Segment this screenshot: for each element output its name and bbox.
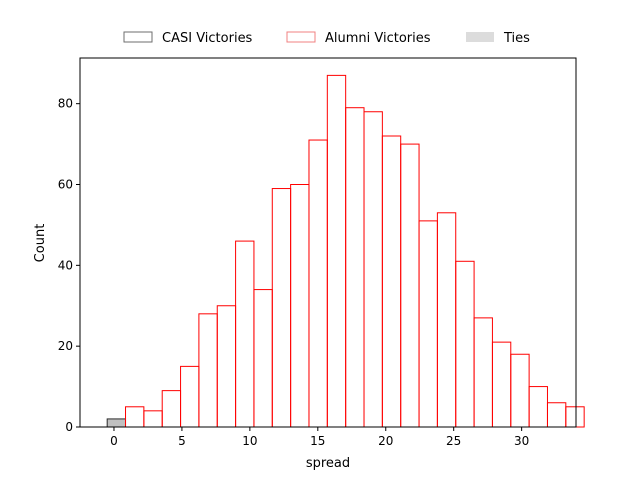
bar-alumni-victories-11 — [290, 184, 310, 428]
x-tick-label: 20 — [378, 434, 393, 448]
bar-alumni-victories-6 — [198, 313, 218, 428]
bar-alumni-victories-21 — [473, 317, 493, 428]
x-axis-label: spread — [306, 456, 350, 471]
bar-alumni-victories-9 — [253, 289, 273, 428]
x-tick-label: 0 — [110, 434, 118, 448]
legend-swatch — [123, 31, 153, 43]
x-tick-label: 15 — [310, 434, 325, 448]
legend-label: CASI Victories — [162, 31, 253, 46]
bar-alumni-victories-19 — [436, 212, 457, 428]
y-tick-label: 0 — [65, 420, 73, 434]
bar-alumni-victories-22 — [491, 341, 512, 428]
legend: CASI Victories Alumni Victories Ties — [123, 31, 530, 46]
y-axis: 0 20 40 60 80 — [58, 97, 80, 434]
plot-frame — [79, 57, 577, 428]
y-tick-label: 80 — [58, 97, 73, 111]
bar-alumni-victories-13 — [326, 74, 347, 428]
bar-alumni-victories-1 — [125, 406, 145, 428]
bar-alumni-victories-24 — [528, 386, 548, 428]
bar-alumni-victories-15 — [363, 111, 383, 428]
bar-alumni-victories-18 — [418, 220, 438, 428]
bar-alumni-victories-17 — [400, 143, 420, 428]
x-axis: 0 5 10 15 20 25 30 — [110, 427, 529, 448]
legend-label: Alumni Victories — [325, 31, 431, 46]
histogram-bars — [106, 74, 585, 428]
x-tick-label: 5 — [178, 434, 186, 448]
y-tick-label: 60 — [58, 178, 73, 192]
bar-alumni-victories-23 — [510, 353, 530, 428]
bar-ties-0 — [106, 418, 127, 428]
bar-alumni-victories-12 — [308, 139, 328, 428]
bar-alumni-victories-26 — [565, 406, 585, 428]
bar-alumni-victories-10 — [271, 188, 292, 428]
x-tick-label: 25 — [446, 434, 461, 448]
legend-swatch — [286, 31, 316, 43]
bar-alumni-victories-2 — [143, 410, 163, 428]
y-tick-label: 20 — [58, 339, 73, 353]
bar-alumni-victories-25 — [546, 402, 567, 428]
legend-swatch — [466, 32, 494, 42]
bar-alumni-victories-16 — [381, 135, 402, 428]
bar-alumni-victories-3 — [161, 390, 182, 428]
y-tick-label: 40 — [58, 258, 73, 272]
bar-alumni-victories-8 — [235, 240, 255, 428]
x-tick-label: 10 — [242, 434, 257, 448]
x-tick-label: 30 — [514, 434, 529, 448]
bar-alumni-victories-7 — [216, 305, 237, 428]
bar-alumni-victories-14 — [345, 107, 365, 428]
legend-label: Ties — [503, 31, 530, 46]
y-axis-label: Count — [33, 224, 48, 263]
bar-alumni-victories-20 — [455, 260, 475, 428]
bar-alumni-victories-4 — [180, 365, 200, 428]
